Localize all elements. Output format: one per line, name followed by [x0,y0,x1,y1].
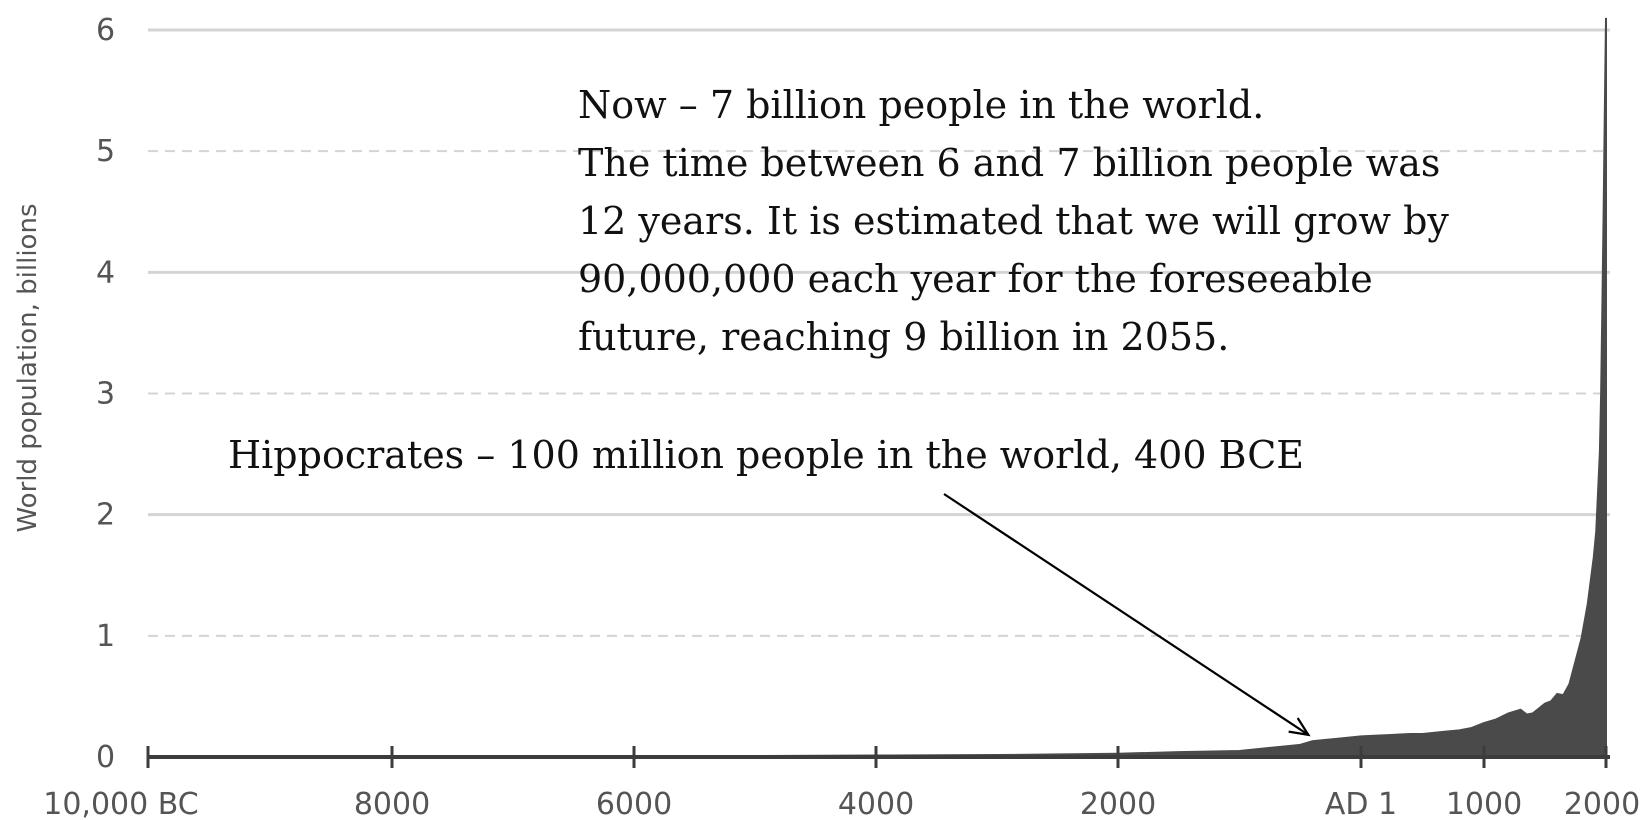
y-tick-label-1: 1 [96,619,115,654]
y-tick-label-4: 4 [96,255,115,290]
tick-labels: 0 1 2 3 4 5 6 10,000 BC 8000 6000 4000 2000 AD 1 1000… [43,13,1640,820]
gridlines [148,28,1610,637]
y-axis-title: World population, billions [13,204,43,533]
x-tick-label-5: AD 1 [1325,787,1397,820]
x-tick-label-6: 1000 [1446,787,1522,820]
annotation-arrow-head [1288,717,1311,737]
x-tick-label-4: 2000 [1080,787,1156,820]
axes [146,746,1610,768]
now-annotation-line: Now – 7 billion people in the world. [578,83,1265,127]
now-annotation: Now – 7 billion people in the world. The… [578,76,1449,366]
y-tick-label-0: 0 [96,740,115,775]
x-tick-label-1: 8000 [354,787,430,820]
now-annotation-line: 12 years. It is estimated that we will g… [578,199,1449,243]
population-area-series [147,17,1607,758]
x-tick-label-0: 10,000 BC [43,787,199,820]
y-tick-label-2: 2 [96,498,115,533]
hippocrates-annotation: Hippocrates – 100 million people in the … [228,433,1305,477]
y-tick-label-6: 6 [96,13,115,48]
now-annotation-line: future, reaching 9 billion in 2055. [578,315,1230,359]
x-tick-label-3: 4000 [838,787,914,820]
x-tick-label-2: 6000 [596,787,672,820]
y-tick-label-3: 3 [96,377,115,412]
series-area-0 [147,17,1607,758]
now-annotation-line: 90,000,000 each year for the foreseeable [578,257,1373,301]
hippocrates-arrow [943,493,1311,737]
x-tick-label-7: 2000 [1564,787,1640,820]
annotation-arrow-line [943,493,1310,736]
now-annotation-line: The time between 6 and 7 billion people … [578,141,1441,185]
y-tick-label-5: 5 [96,134,115,169]
